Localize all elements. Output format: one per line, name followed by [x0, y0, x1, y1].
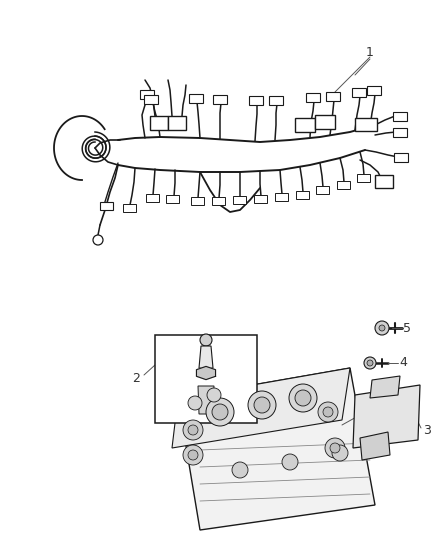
- Bar: [306, 93, 320, 102]
- Bar: [296, 191, 309, 199]
- Text: 3: 3: [423, 424, 431, 437]
- Circle shape: [295, 390, 311, 406]
- Bar: [367, 86, 381, 95]
- Text: 5: 5: [403, 321, 411, 335]
- Bar: [155, 335, 257, 423]
- Bar: [191, 197, 204, 205]
- Circle shape: [200, 334, 212, 346]
- Circle shape: [183, 420, 203, 440]
- Polygon shape: [199, 346, 213, 368]
- Bar: [144, 95, 158, 104]
- Circle shape: [232, 462, 248, 478]
- Bar: [394, 153, 408, 162]
- Bar: [352, 88, 366, 97]
- Bar: [168, 116, 186, 130]
- Circle shape: [367, 360, 373, 366]
- Circle shape: [93, 235, 103, 245]
- Bar: [357, 174, 370, 182]
- Polygon shape: [370, 376, 400, 398]
- Circle shape: [188, 425, 198, 435]
- Circle shape: [318, 402, 338, 422]
- Bar: [100, 202, 113, 210]
- Bar: [375, 175, 393, 188]
- Bar: [315, 115, 335, 129]
- Bar: [123, 204, 136, 212]
- Text: 1: 1: [366, 45, 374, 59]
- Bar: [275, 193, 288, 201]
- Circle shape: [188, 450, 198, 460]
- Circle shape: [212, 404, 228, 420]
- Circle shape: [375, 321, 389, 335]
- Bar: [393, 112, 407, 121]
- Bar: [189, 94, 203, 103]
- Circle shape: [323, 407, 333, 417]
- Circle shape: [379, 325, 385, 331]
- Text: 2: 2: [132, 372, 140, 384]
- Polygon shape: [197, 366, 215, 379]
- Circle shape: [248, 391, 276, 419]
- Bar: [212, 197, 225, 205]
- Bar: [150, 116, 168, 130]
- Bar: [254, 195, 267, 203]
- Circle shape: [206, 398, 234, 426]
- Bar: [355, 118, 377, 131]
- Circle shape: [282, 454, 298, 470]
- Circle shape: [289, 384, 317, 412]
- Circle shape: [330, 443, 340, 453]
- Bar: [326, 92, 340, 101]
- Polygon shape: [172, 368, 350, 448]
- Bar: [233, 196, 246, 204]
- Circle shape: [254, 397, 270, 413]
- Bar: [393, 128, 407, 137]
- Bar: [316, 186, 329, 194]
- Circle shape: [183, 445, 203, 465]
- Polygon shape: [360, 432, 390, 460]
- Polygon shape: [353, 385, 420, 448]
- Bar: [140, 90, 154, 99]
- Bar: [146, 194, 159, 202]
- Bar: [337, 181, 350, 189]
- Bar: [166, 195, 179, 203]
- Bar: [213, 95, 227, 104]
- Circle shape: [332, 445, 348, 461]
- Bar: [269, 96, 283, 105]
- Text: 4: 4: [399, 357, 407, 369]
- Circle shape: [188, 396, 202, 410]
- Circle shape: [364, 357, 376, 369]
- Bar: [295, 118, 315, 132]
- Circle shape: [325, 438, 345, 458]
- Circle shape: [207, 388, 221, 402]
- Polygon shape: [198, 386, 214, 414]
- Bar: [249, 96, 263, 105]
- Polygon shape: [178, 368, 375, 530]
